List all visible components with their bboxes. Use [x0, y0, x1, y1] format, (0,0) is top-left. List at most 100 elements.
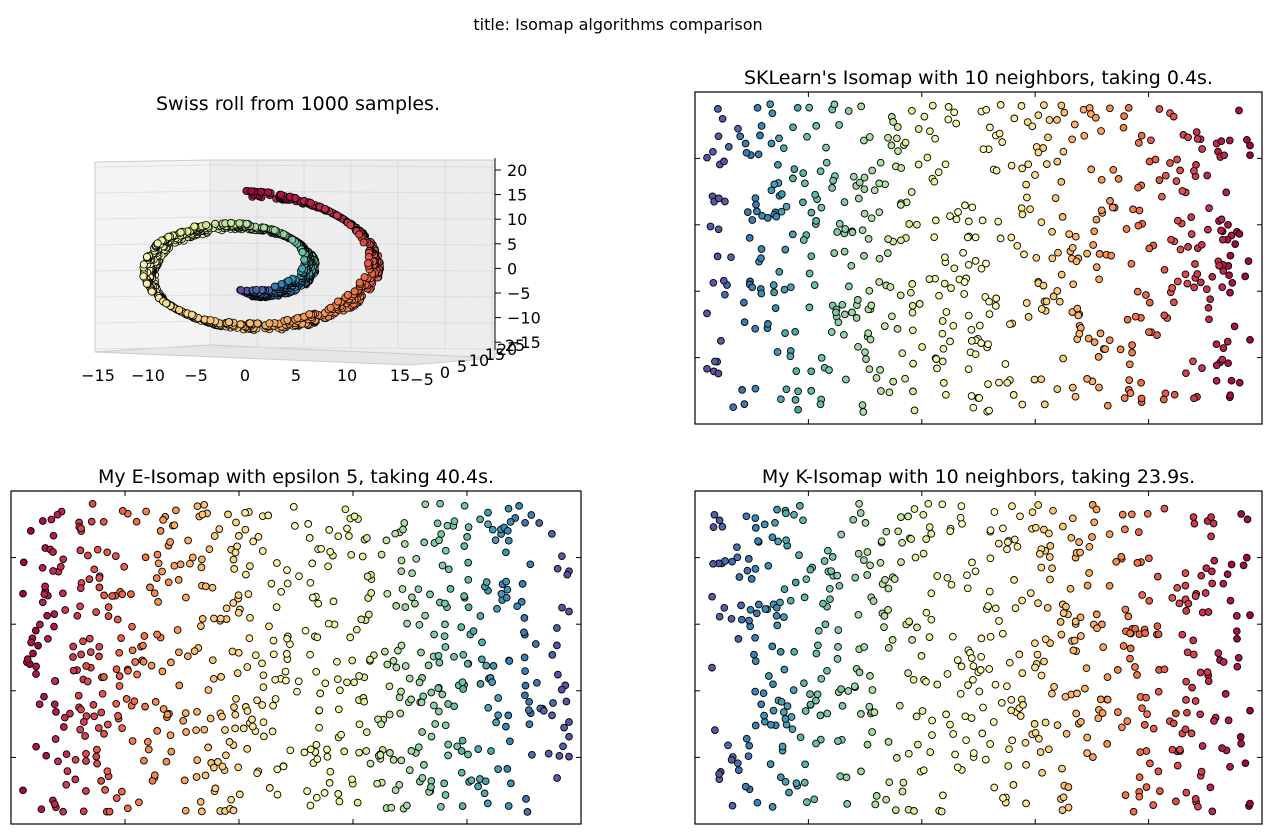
data-point: [1202, 285, 1211, 294]
data-point: [182, 593, 190, 602]
data-point: [788, 725, 797, 734]
data-point: [1036, 748, 1045, 756]
data-point: [100, 591, 108, 600]
data-point: [800, 593, 809, 602]
data-point: [273, 790, 282, 799]
data-point: [848, 228, 857, 237]
data-point: [1218, 283, 1227, 292]
data-point: [1182, 696, 1190, 704]
data-point: [1120, 112, 1128, 120]
data-point: [59, 589, 67, 598]
data-point: [922, 535, 931, 543]
data-point: [167, 658, 175, 667]
data-point: [1197, 240, 1206, 249]
data-point: [1108, 203, 1117, 212]
data-point: [71, 775, 80, 784]
data-point: [859, 408, 868, 416]
data-point: [26, 527, 35, 535]
data-point: [985, 665, 994, 673]
data-point: [1071, 617, 1080, 626]
data-point: [918, 707, 927, 715]
data-point: [817, 674, 826, 683]
data-point: [477, 655, 486, 664]
data-point: [19, 589, 27, 598]
data-point: [196, 797, 205, 806]
data-point: [799, 169, 808, 177]
data-point: [897, 236, 905, 245]
data-point: [1173, 155, 1181, 164]
data-point: [152, 574, 161, 582]
data-point: [790, 165, 799, 173]
data-point: [229, 599, 238, 607]
data-point: [1196, 710, 1205, 719]
data-point: [875, 254, 884, 263]
data-point: [484, 508, 492, 517]
data-point: [1053, 287, 1062, 295]
data-point: [502, 593, 511, 602]
data-point: [218, 762, 227, 771]
data-point: [751, 514, 760, 522]
data-point: [1097, 127, 1105, 135]
data-point: [875, 208, 884, 217]
data-point: [40, 590, 49, 599]
data-point: [752, 200, 760, 209]
data-point: [919, 766, 928, 775]
data-point: [558, 603, 566, 612]
grid-line: [94, 216, 211, 220]
data-point: [860, 173, 869, 182]
data-point: [871, 800, 880, 809]
data-point: [782, 385, 791, 394]
data-point: [387, 803, 396, 812]
data-point: [306, 745, 315, 754]
data-point: [1106, 197, 1114, 205]
z-tick-label: 5: [507, 235, 517, 254]
data-point: [193, 707, 201, 716]
data-point: [293, 314, 302, 323]
data-point: [942, 710, 950, 719]
data-point: [817, 354, 826, 362]
data-point: [306, 198, 315, 207]
data-point: [198, 555, 206, 564]
data-point: [565, 752, 573, 761]
data-point: [446, 585, 455, 593]
data-point: [326, 547, 335, 556]
data-point: [1206, 783, 1215, 792]
data-point: [1246, 151, 1254, 160]
data-point: [270, 226, 279, 235]
y-tick-label: 25: [505, 336, 525, 355]
data-point: [855, 668, 864, 677]
data-point: [856, 509, 865, 517]
data-point: [49, 567, 57, 575]
data-point: [389, 656, 398, 665]
data-point: [963, 571, 971, 580]
data-point: [840, 198, 849, 206]
data-point: [847, 261, 856, 270]
data-point: [898, 787, 907, 796]
data-point: [1153, 622, 1162, 631]
data-point: [753, 103, 762, 112]
data-point: [1128, 348, 1136, 357]
data-point: [1153, 572, 1162, 581]
data-point: [164, 578, 173, 587]
data-point: [968, 558, 976, 567]
data-point: [118, 724, 126, 732]
data-point: [246, 562, 254, 570]
data-point: [172, 506, 180, 515]
data-point: [494, 694, 503, 702]
data-point: [740, 318, 749, 326]
data-point: [908, 636, 916, 644]
data-point: [963, 584, 972, 593]
data-point: [984, 602, 993, 610]
data-point: [1173, 216, 1182, 225]
data-point: [435, 658, 444, 667]
data-point: [949, 730, 958, 738]
data-point: [1187, 729, 1196, 738]
data-point: [506, 737, 514, 746]
data-point: [950, 264, 959, 273]
data-point: [1198, 145, 1206, 153]
data-point: [1031, 523, 1040, 532]
data-point: [1049, 506, 1057, 515]
data-point: [1085, 569, 1093, 577]
data-point: [711, 726, 719, 734]
data-point: [1038, 768, 1046, 777]
